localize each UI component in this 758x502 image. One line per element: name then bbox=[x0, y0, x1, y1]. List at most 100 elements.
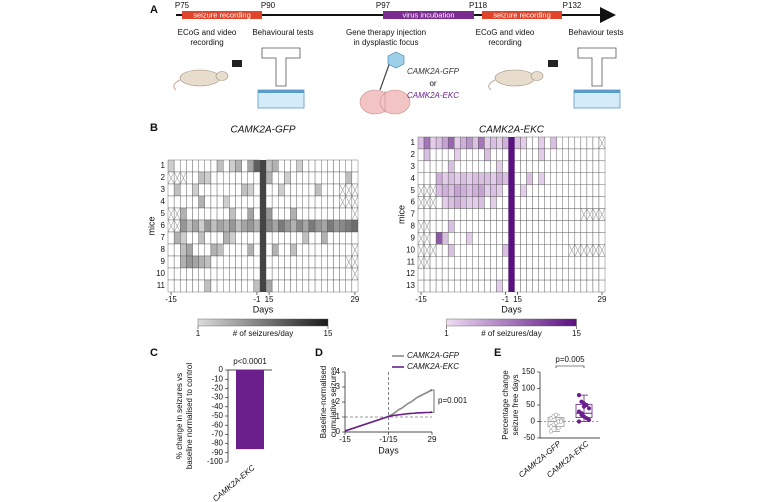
heat-cell bbox=[198, 243, 206, 257]
row-label: 3 bbox=[161, 185, 166, 194]
y-tick-label: -40 bbox=[211, 402, 223, 411]
heat-cell bbox=[460, 184, 467, 197]
heat-cell bbox=[222, 243, 230, 257]
heat-cell bbox=[210, 243, 218, 257]
row-label: 7 bbox=[411, 210, 416, 219]
heat-cell bbox=[544, 256, 551, 269]
heat-cell bbox=[544, 208, 551, 221]
heat-cell bbox=[235, 219, 242, 233]
heat-cell bbox=[460, 136, 467, 150]
heat-cell bbox=[173, 183, 181, 197]
heat-cell bbox=[447, 184, 455, 197]
heat-cell bbox=[447, 256, 455, 269]
cross bbox=[417, 220, 425, 233]
heat-cell bbox=[302, 231, 310, 245]
heat-cell bbox=[441, 136, 449, 150]
heat-cell bbox=[550, 148, 557, 162]
heat-cell bbox=[308, 255, 316, 269]
heat-cell bbox=[278, 195, 285, 209]
row-label: 1 bbox=[161, 161, 166, 170]
x-axis-label: Days bbox=[501, 304, 522, 314]
cross bbox=[351, 195, 359, 209]
cross bbox=[339, 183, 346, 197]
timepoint-label: P118 bbox=[469, 1, 488, 10]
heat-cell bbox=[327, 171, 334, 185]
heat-cell bbox=[192, 255, 199, 269]
heat-cell bbox=[538, 267, 545, 281]
heat-cell bbox=[447, 267, 455, 281]
heat-cell bbox=[532, 244, 539, 257]
heat-cell bbox=[580, 148, 588, 162]
heat-cell bbox=[339, 255, 346, 269]
heat-cell bbox=[333, 243, 340, 257]
colorbar-label: # of seizures/day bbox=[233, 329, 293, 338]
heat-cell bbox=[241, 159, 248, 173]
heat-cell bbox=[290, 243, 297, 257]
step-label: recording bbox=[190, 38, 223, 47]
heat-cell bbox=[520, 196, 527, 209]
heat-cell bbox=[538, 279, 545, 293]
heat-cell bbox=[435, 232, 443, 245]
heat-cell bbox=[580, 160, 588, 173]
heat-cell bbox=[314, 243, 322, 257]
heat-cell bbox=[241, 255, 248, 269]
heat-cell bbox=[314, 267, 322, 281]
heat-cell bbox=[180, 243, 187, 257]
heat-cell bbox=[314, 159, 322, 173]
row-label: 12 bbox=[406, 269, 415, 278]
bar bbox=[236, 370, 264, 450]
heat-cell bbox=[454, 232, 461, 245]
row-label: 9 bbox=[411, 233, 416, 242]
heat-cell bbox=[296, 279, 303, 293]
heat-cell bbox=[484, 244, 491, 257]
heat-cell bbox=[333, 159, 340, 173]
annotation: p=0.005 bbox=[555, 355, 585, 364]
heat-cell bbox=[435, 220, 443, 233]
heat-cell bbox=[514, 208, 521, 221]
heat-cell bbox=[454, 244, 461, 257]
heat-cell bbox=[598, 184, 606, 197]
heat-cell bbox=[441, 160, 449, 173]
heat-cell bbox=[216, 171, 224, 185]
row-label: 4 bbox=[161, 197, 166, 206]
x-tick-label: 15 bbox=[513, 295, 522, 304]
heat-cell bbox=[247, 183, 255, 197]
heat-cell bbox=[247, 267, 255, 281]
heat-cell bbox=[562, 208, 569, 221]
heat-cell bbox=[235, 231, 242, 245]
heat-cell bbox=[308, 219, 316, 233]
heat-cell bbox=[345, 267, 353, 281]
heat-cell bbox=[472, 148, 479, 162]
heat-cell bbox=[222, 219, 230, 233]
heat-cell bbox=[441, 279, 449, 293]
heat-cell bbox=[544, 160, 551, 173]
heat-cell bbox=[562, 172, 569, 185]
heat-cell bbox=[198, 231, 206, 245]
cross bbox=[598, 136, 606, 150]
heat-cell bbox=[302, 207, 310, 221]
y-tick-label: 0 bbox=[531, 417, 536, 426]
data-point bbox=[548, 429, 554, 434]
heat-cell bbox=[167, 183, 175, 197]
heat-cell bbox=[544, 184, 551, 197]
heat-cell bbox=[550, 136, 557, 150]
cross bbox=[568, 244, 576, 257]
heat-cell bbox=[253, 171, 261, 185]
heat-cell bbox=[484, 196, 491, 209]
y-tick-label: -100 bbox=[207, 457, 224, 466]
heat-cell bbox=[514, 256, 521, 269]
heat-cell bbox=[454, 184, 461, 197]
heat-cell bbox=[351, 171, 359, 185]
heat-cell bbox=[222, 255, 230, 269]
y-tick-label: 0 bbox=[336, 427, 341, 436]
heat-cell bbox=[502, 244, 509, 257]
cross bbox=[429, 196, 437, 209]
y-axis-label: mice bbox=[396, 205, 406, 224]
heat-cell bbox=[592, 232, 600, 245]
heat-cell bbox=[210, 159, 218, 173]
heat-cell bbox=[520, 279, 527, 293]
data-point bbox=[586, 406, 592, 411]
heat-cell bbox=[247, 207, 255, 221]
cross bbox=[592, 208, 600, 221]
heat-cell bbox=[247, 171, 255, 185]
